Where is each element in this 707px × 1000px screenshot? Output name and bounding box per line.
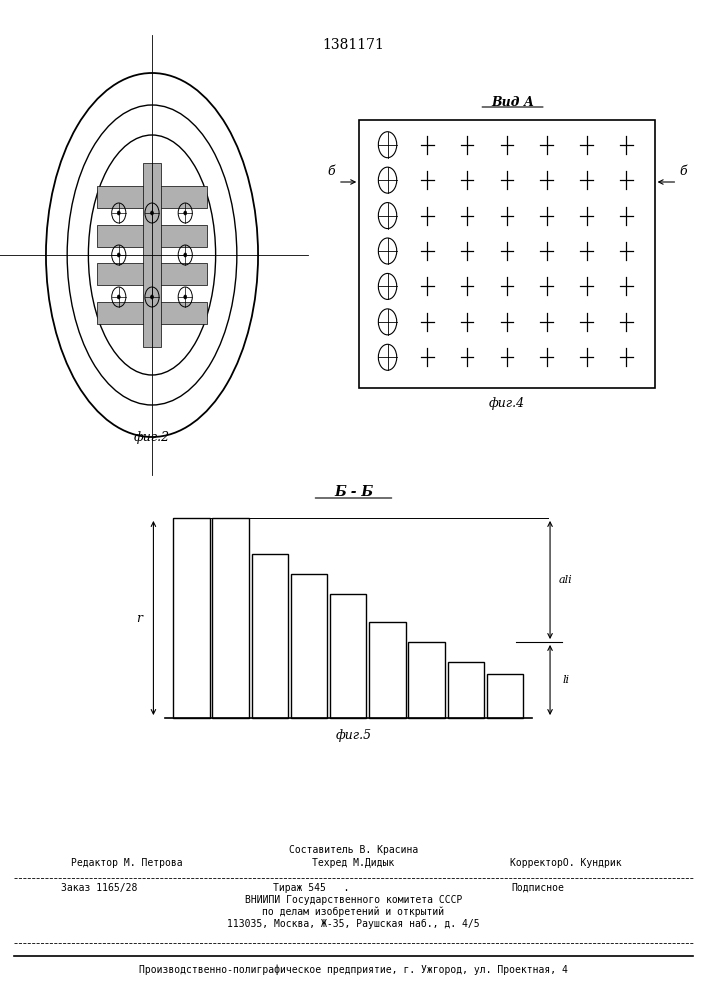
Text: Составитель В. Красина: Составитель В. Красина: [289, 845, 418, 855]
Bar: [369, 622, 406, 718]
Bar: [448, 662, 484, 718]
Bar: [291, 574, 327, 718]
Circle shape: [151, 295, 153, 299]
Text: б: б: [327, 165, 334, 178]
Text: Вид А: Вид А: [491, 96, 534, 108]
Bar: [359, 120, 655, 388]
Text: Заказ 1165/28: Заказ 1165/28: [61, 883, 137, 893]
Text: Производственно-полиграфическое предприятие, г. Ужгород, ул. Проектная, 4: Производственно-полиграфическое предприя…: [139, 965, 568, 975]
Text: Техред М.Дидык: Техред М.Дидык: [312, 858, 395, 868]
Bar: [487, 674, 523, 718]
Bar: [212, 518, 249, 718]
Circle shape: [184, 211, 187, 215]
Text: Тираж 545   .: Тираж 545 .: [273, 883, 349, 893]
Circle shape: [151, 211, 153, 215]
Bar: [252, 554, 288, 718]
Text: фиг.5: фиг.5: [335, 730, 372, 742]
Circle shape: [184, 253, 187, 257]
Circle shape: [117, 253, 120, 257]
Text: ВНИИПИ Государственного комитета СССР: ВНИИПИ Государственного комитета СССР: [245, 895, 462, 905]
Text: 1381171: 1381171: [322, 38, 385, 52]
Text: фиг.2: фиг.2: [134, 432, 170, 444]
Bar: [98, 186, 206, 208]
Bar: [409, 642, 445, 718]
Bar: [98, 302, 206, 324]
Text: по делам изобретений и открытий: по делам изобретений и открытий: [262, 907, 445, 917]
Text: Редактор М. Петрова: Редактор М. Петрова: [71, 858, 183, 868]
Text: r: r: [136, 611, 142, 624]
Text: Подписное: Подписное: [511, 883, 563, 893]
Text: Б - Б: Б - Б: [334, 485, 373, 499]
Text: аli: аli: [559, 575, 573, 585]
Bar: [330, 594, 366, 718]
Text: 113035, Москва, Ж-35, Раушская наб., д. 4/5: 113035, Москва, Ж-35, Раушская наб., д. …: [227, 919, 480, 929]
Bar: [143, 163, 161, 347]
Text: КорректорО. Кундрик: КорректорО. Кундрик: [510, 858, 621, 868]
Bar: [98, 225, 206, 247]
Bar: [98, 263, 206, 285]
Circle shape: [117, 295, 120, 299]
Text: li: li: [562, 675, 569, 685]
Circle shape: [117, 211, 120, 215]
Text: фиг.4: фиг.4: [489, 397, 525, 410]
Circle shape: [184, 295, 187, 299]
Text: б: б: [679, 165, 686, 178]
Bar: [173, 518, 209, 718]
